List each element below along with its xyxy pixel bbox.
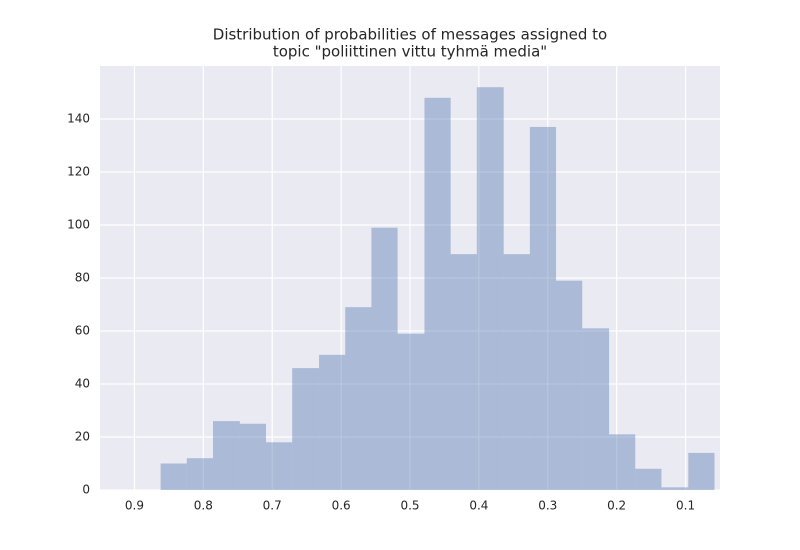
bar xyxy=(609,434,636,490)
x-tick-label: 0.3 xyxy=(538,499,557,513)
bar xyxy=(345,307,372,490)
x-tick-label: 0.9 xyxy=(125,499,144,513)
bar xyxy=(239,423,267,490)
bar xyxy=(503,254,530,490)
x-tick-label: 0.8 xyxy=(194,499,213,513)
bar xyxy=(450,254,477,490)
y-tick-label: 0 xyxy=(82,483,90,497)
x-tick-label: 0.7 xyxy=(263,499,282,513)
y-tick-label: 60 xyxy=(75,324,90,338)
x-tick-label: 0.6 xyxy=(332,499,351,513)
bar xyxy=(635,468,662,490)
bar xyxy=(371,227,398,490)
x-tick-label: 0.2 xyxy=(607,499,626,513)
y-tick-label: 20 xyxy=(75,430,90,444)
bar xyxy=(186,458,213,490)
bar xyxy=(424,97,451,491)
bar xyxy=(688,452,715,490)
bar xyxy=(661,487,689,490)
bar xyxy=(529,126,557,490)
x-tick-label: 0.4 xyxy=(469,499,488,513)
bar xyxy=(476,87,504,490)
bar xyxy=(212,421,240,490)
bar xyxy=(556,280,583,490)
bar xyxy=(292,368,320,490)
x-tick-label: 0.5 xyxy=(400,499,419,513)
bar xyxy=(160,463,187,490)
bar xyxy=(319,354,346,490)
chart-title: topic "poliittinen vittu tyhmä media" xyxy=(273,43,547,61)
chart-title: Distribution of probabilities of message… xyxy=(213,26,607,44)
y-tick-label: 140 xyxy=(67,112,90,126)
y-tick-label: 100 xyxy=(67,218,90,232)
bar xyxy=(266,442,293,490)
bar xyxy=(397,333,425,490)
x-tick-label: 0.1 xyxy=(676,499,695,513)
y-tick-label: 120 xyxy=(67,165,90,179)
bar xyxy=(582,328,610,490)
y-tick-label: 40 xyxy=(75,377,90,391)
y-tick-label: 80 xyxy=(75,271,90,285)
